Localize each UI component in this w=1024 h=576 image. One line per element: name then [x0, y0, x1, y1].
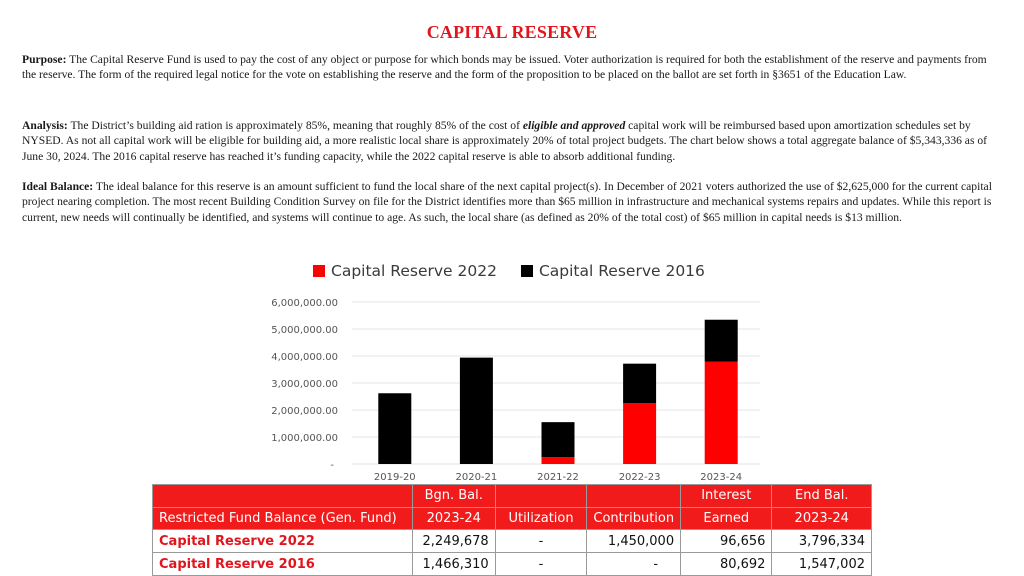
bar-2022-2021-22 [541, 457, 575, 464]
beginning-balance: 1,466,310 [411, 552, 496, 576]
bar-2016-2023-24 [704, 319, 738, 362]
analysis-text-after: capital work will be reimbursed based up… [22, 119, 988, 163]
ideal-balance-text: The ideal balance for this reserve is an… [22, 180, 992, 224]
bar-2016-2020-21 [459, 357, 493, 464]
beginning-balance: 2,249,678 [411, 529, 496, 553]
analysis-paragraph: Analysis: The District’s building aid ra… [22, 118, 1002, 164]
header-cell [586, 484, 682, 508]
header-cell [152, 484, 413, 508]
fund-name: Capital Reserve 2022 [152, 529, 413, 553]
interest-earned: 80,692 [680, 552, 773, 576]
legend-item-2022: Capital Reserve 2022 [313, 262, 497, 280]
legend-item-2016: Capital Reserve 2016 [520, 262, 705, 280]
contribution: - [586, 552, 682, 576]
purpose-label: Purpose: [22, 53, 67, 66]
fund-balance-table: Bgn. Bal. Interest End Bal. Restricted F… [152, 484, 872, 576]
analysis-text-before: The District’s building aid ration is ap… [70, 119, 523, 132]
table-row: Capital Reserve 2016 1,466,310 - - 80,69… [152, 552, 872, 576]
header-cell: 2023-24 [411, 506, 496, 530]
y-tick-label: 4,000,000.00 [271, 352, 338, 363]
x-tick-label: 2019-20 [374, 472, 416, 483]
page-title: CAPITAL RESERVE [426, 22, 598, 42]
table-row: Capital Reserve 2022 2,249,678 - 1,450,0… [152, 529, 872, 553]
bar-2022-2023-24 [704, 361, 738, 464]
analysis-emphasis: eligible and approved [522, 119, 626, 132]
x-tick-label: 2022-23 [619, 472, 661, 483]
header-cell: Utilization [494, 506, 588, 530]
legend-label-2022: Capital Reserve 2022 [331, 262, 497, 280]
bar-2016-2022-23 [623, 363, 657, 404]
y-tick-label: 2,000,000.00 [271, 406, 338, 417]
purpose-text: The Capital Reserve Fund is used to pay … [22, 53, 987, 82]
purpose-paragraph: Purpose: The Capital Reserve Fund is use… [22, 52, 1002, 83]
y-tick-label: 5,000,000.00 [271, 325, 338, 336]
bar-2016-2019-20 [378, 393, 412, 464]
legend-swatch-2016 [520, 265, 533, 277]
ideal-balance-label: Ideal Balance: [22, 180, 94, 193]
ending-balance: 3,796,334 [771, 529, 872, 553]
table-header-row-2: Restricted Fund Balance (Gen. Fund) 2023… [152, 506, 872, 530]
fund-name: Capital Reserve 2016 [152, 552, 413, 576]
header-cell: Earned [680, 506, 773, 530]
header-cell: Bgn. Bal. [411, 484, 496, 508]
y-tick-label: 3,000,000.00 [271, 379, 338, 390]
ending-balance: 1,547,002 [771, 552, 872, 576]
header-cell: Restricted Fund Balance (Gen. Fund) [152, 506, 413, 530]
x-tick-label: 2023-24 [700, 472, 742, 483]
y-tick-label: - [330, 460, 334, 471]
y-tick-label: 6,000,000.00 [271, 298, 338, 309]
legend-label-2016: Capital Reserve 2016 [538, 262, 705, 280]
analysis-label: Analysis: [22, 119, 68, 132]
bar-2022-2022-23 [623, 403, 657, 464]
interest-earned: 96,656 [680, 529, 773, 553]
table-header-row-1: Bgn. Bal. Interest End Bal. [152, 484, 872, 508]
legend-swatch-2022 [313, 265, 325, 277]
utilization: - [494, 552, 588, 576]
header-cell: Contribution [586, 506, 682, 530]
utilization: - [494, 529, 588, 553]
y-tick-label: 1,000,000.00 [271, 433, 338, 444]
header-cell [494, 484, 588, 508]
ideal-balance-paragraph: Ideal Balance: The ideal balance for thi… [22, 179, 1002, 225]
contribution: 1,450,000 [586, 529, 682, 553]
capital-reserve-chart: - 1,000,000.00 2,000,000.00 3,000,000.00 4,0… [271, 298, 760, 483]
header-cell: 2023-24 [771, 506, 872, 530]
chart-legend: Capital Reserve 2022 Capital Reserve 201… [313, 262, 729, 280]
header-cell: Interest [680, 484, 773, 508]
header-cell: End Bal. [771, 484, 872, 508]
x-tick-label: 2020-21 [456, 472, 498, 483]
bar-2016-2021-22 [541, 422, 575, 458]
x-tick-label: 2021-22 [537, 472, 579, 483]
